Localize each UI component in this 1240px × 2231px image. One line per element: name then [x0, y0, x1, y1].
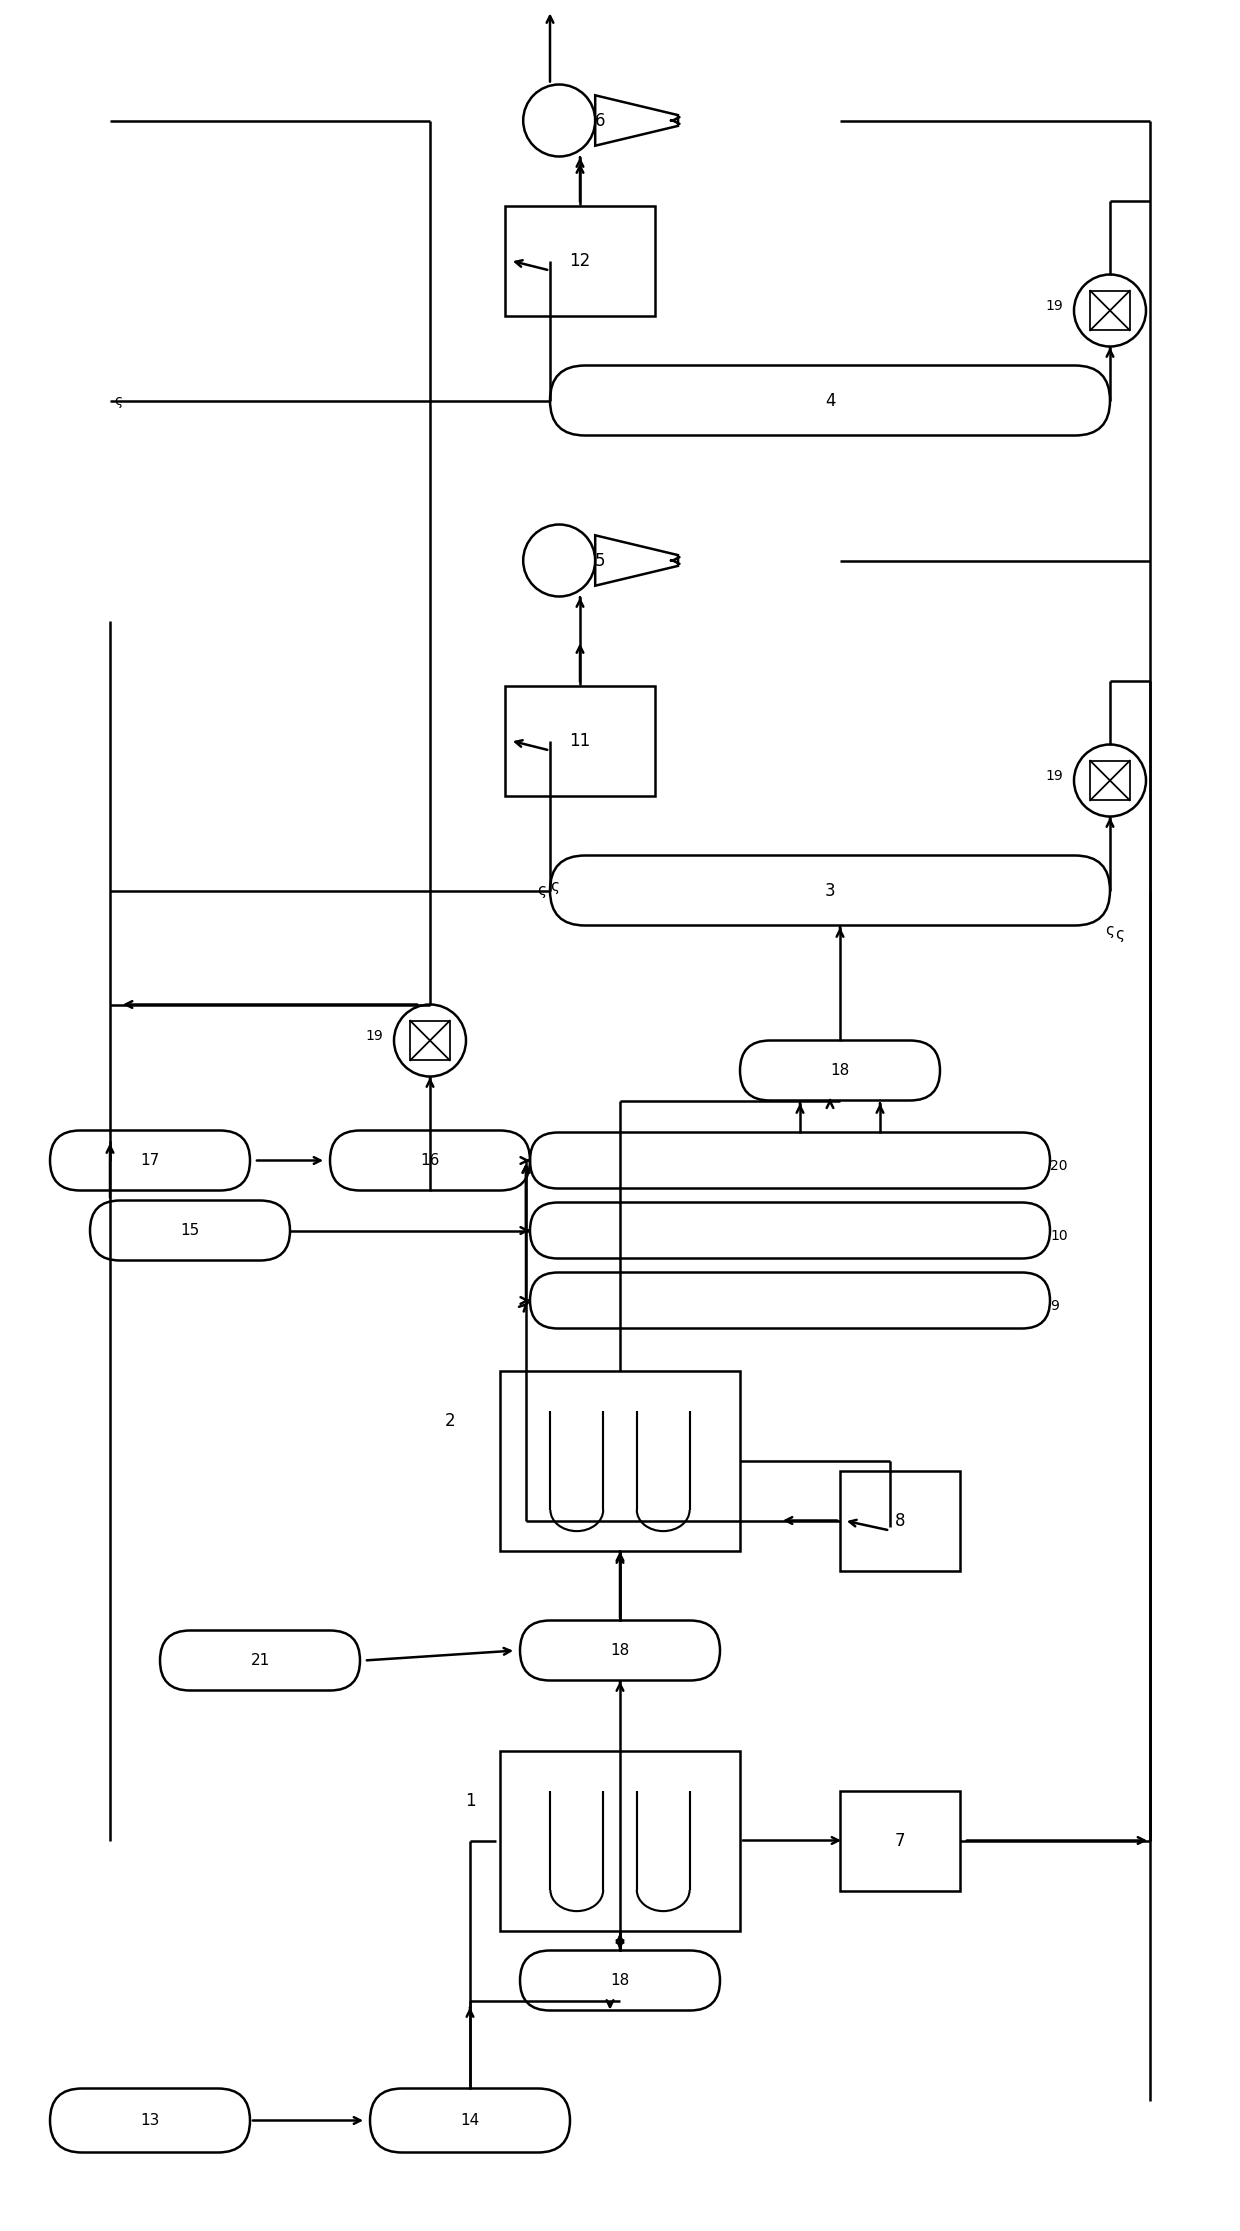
Text: 2: 2 — [445, 1412, 455, 1430]
Text: 20: 20 — [1050, 1160, 1068, 1174]
Text: 21: 21 — [250, 1653, 269, 1669]
Bar — [505, 685, 655, 796]
Text: 15: 15 — [180, 1223, 200, 1238]
Text: 6: 6 — [595, 112, 605, 129]
Text: 17: 17 — [140, 1153, 160, 1169]
Text: ς: ς — [1106, 924, 1115, 937]
Bar — [500, 1751, 740, 1930]
Bar — [505, 205, 655, 315]
Text: 11: 11 — [569, 732, 590, 750]
Text: 13: 13 — [140, 2113, 160, 2128]
Text: 10: 10 — [1050, 1229, 1068, 1243]
Text: 7: 7 — [895, 1832, 905, 1849]
Text: ς: ς — [551, 879, 559, 895]
Text: ς: ς — [537, 883, 546, 899]
Text: 4: 4 — [825, 390, 836, 411]
Text: ς: ς — [114, 393, 122, 408]
Text: 16: 16 — [420, 1153, 440, 1169]
Text: 14: 14 — [460, 2113, 480, 2128]
Text: 9: 9 — [1050, 1298, 1059, 1314]
Text: ς: ς — [1116, 928, 1125, 941]
Text: 3: 3 — [825, 881, 836, 899]
Bar — [500, 1370, 740, 1551]
Bar — [839, 1791, 960, 1890]
Text: 19: 19 — [365, 1028, 383, 1044]
Text: 18: 18 — [610, 1972, 630, 1988]
Text: 8: 8 — [895, 1510, 905, 1530]
Text: 18: 18 — [831, 1062, 849, 1078]
Text: 12: 12 — [569, 252, 590, 270]
Text: 5: 5 — [595, 551, 605, 569]
Bar — [839, 1470, 960, 1571]
Text: 19: 19 — [1045, 299, 1063, 315]
Text: 18: 18 — [610, 1642, 630, 1658]
Text: 19: 19 — [1045, 770, 1063, 783]
Text: 1: 1 — [465, 1791, 475, 1809]
